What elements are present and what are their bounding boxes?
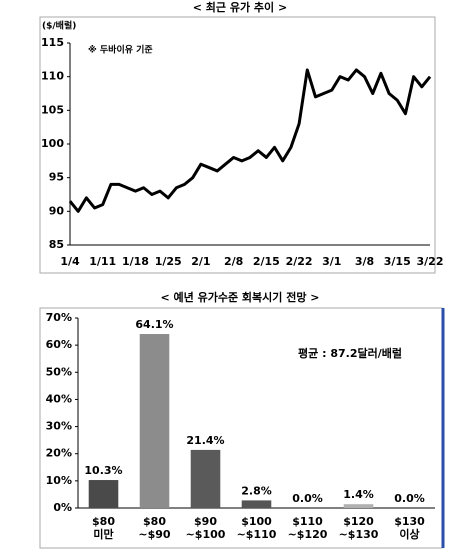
bar: [139, 334, 170, 508]
x-tick-label: 이상: [399, 527, 419, 541]
x-tick-label: 1/4: [60, 255, 80, 268]
x-tick-label: 1/25: [155, 255, 182, 268]
annotation: 평균 : 87.2달러/배럴: [298, 346, 402, 360]
x-tick-label: $90: [194, 515, 217, 528]
x-tick-label: $130: [394, 515, 425, 528]
x-tick-label: 2/15: [253, 255, 280, 268]
x-tick-label: $80: [143, 515, 166, 528]
y-tick-label: 85: [49, 238, 64, 251]
value-label: 2.8%: [241, 484, 272, 497]
x-tick-label: 2/22: [286, 255, 313, 268]
x-tick-label: ~$100: [186, 528, 226, 541]
x-tick-label: 3/1: [322, 255, 341, 268]
frame: [39, 16, 436, 274]
x-tick-label: $110: [292, 515, 323, 528]
value-label: 10.3%: [84, 464, 122, 477]
note: ※ 두바이유 기준: [88, 44, 153, 56]
y-tick-label: 40%: [46, 392, 72, 405]
bar: [241, 500, 272, 508]
y-tick-label: 105: [41, 103, 64, 116]
y-tick-label: 95: [49, 171, 64, 184]
x-tick-label: $120: [343, 515, 374, 528]
bar: [343, 504, 374, 508]
y-tick-label: 70%: [46, 311, 72, 324]
x-tick-label: ~$110: [237, 528, 277, 541]
price-line: [68, 68, 432, 213]
x-tick-label: ~$90: [138, 528, 171, 541]
x-tick-label: 3/8: [355, 255, 374, 268]
x-tick-label: 1/11: [89, 255, 116, 268]
frame: [39, 307, 443, 549]
chart-title: < 최근 유가 추이 >: [193, 0, 287, 14]
y-tick-label: 0%: [53, 501, 72, 514]
x-tick-label: 2/8: [224, 255, 243, 268]
bar: [88, 480, 119, 508]
x-tick-label: 2/1: [191, 255, 210, 268]
x-tick-label: 3/15: [384, 255, 411, 268]
x-tick-label: $100: [241, 515, 272, 528]
x-tick-label: $80: [92, 515, 115, 528]
chart-title: < 예년 유가수준 회복시기 전망 >: [160, 290, 319, 304]
value-label: 21.4%: [186, 434, 224, 447]
y-tick-label: 60%: [46, 338, 72, 351]
y-unit: ($/배럴): [42, 20, 76, 32]
value-label: 1.4%: [343, 488, 374, 501]
value-label: 64.1%: [135, 318, 173, 331]
y-tick-label: 20%: [46, 447, 72, 460]
x-tick-label: ~$130: [339, 528, 379, 541]
x-tick-label: 3/22: [417, 255, 444, 268]
x-tick-label: 미만: [93, 527, 113, 541]
y-tick-label: 100: [41, 137, 64, 150]
x-tick-label: 1/18: [122, 255, 149, 268]
y-tick-label: 90: [49, 204, 65, 217]
y-tick-label: 10%: [46, 474, 72, 487]
x-tick-label: ~$120: [288, 528, 328, 541]
y-tick-label: 115: [41, 36, 64, 49]
value-label: 0.0%: [292, 492, 323, 505]
value-label: 0.0%: [394, 492, 425, 505]
bar: [190, 449, 221, 508]
y-tick-label: 110: [41, 70, 64, 83]
y-tick-label: 30%: [46, 420, 72, 433]
y-tick-label: 50%: [46, 365, 72, 378]
